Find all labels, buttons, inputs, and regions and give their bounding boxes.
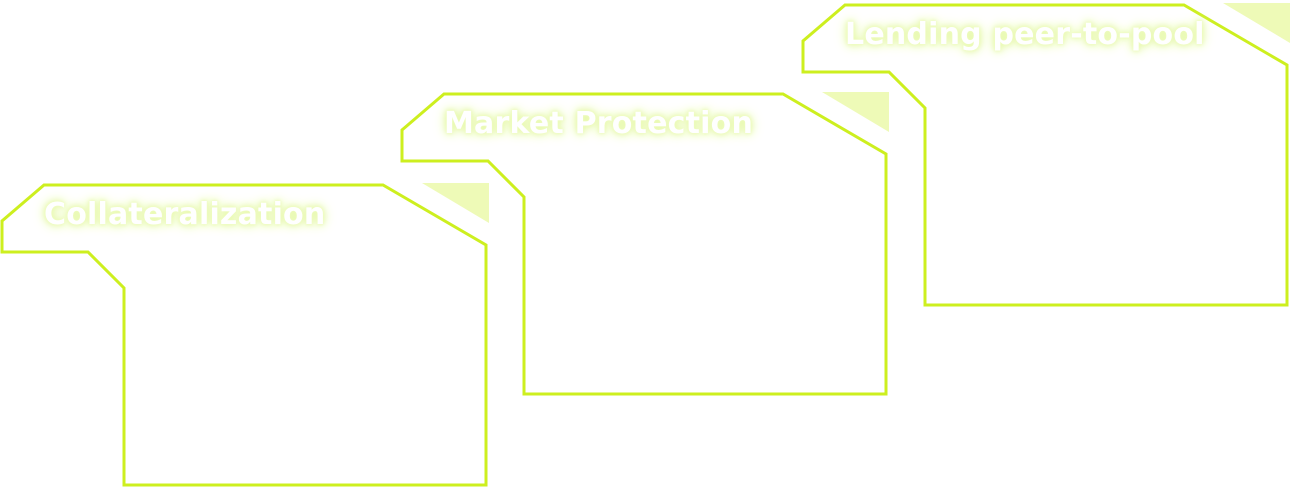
feature-card-collateralization: Collateralization [0,183,492,489]
corner-flap-decoration [822,92,889,132]
card-frame [0,183,489,487]
card-title: Market Protection [444,106,754,141]
card-frame [400,92,889,396]
card-title: Lending peer-to-pool [845,17,1205,52]
card-outline [400,92,888,396]
feature-card-market-protection: Market Protection [400,92,892,398]
feature-card-lending-peer-to-pool: Lending peer-to-pool [801,3,1293,309]
corner-flap-decoration [1223,3,1290,43]
corner-flap-decoration [422,183,489,223]
card-outline [801,3,1289,307]
card-frame [801,3,1290,307]
card-title: Collateralization [44,197,326,232]
card-outline [0,183,488,487]
